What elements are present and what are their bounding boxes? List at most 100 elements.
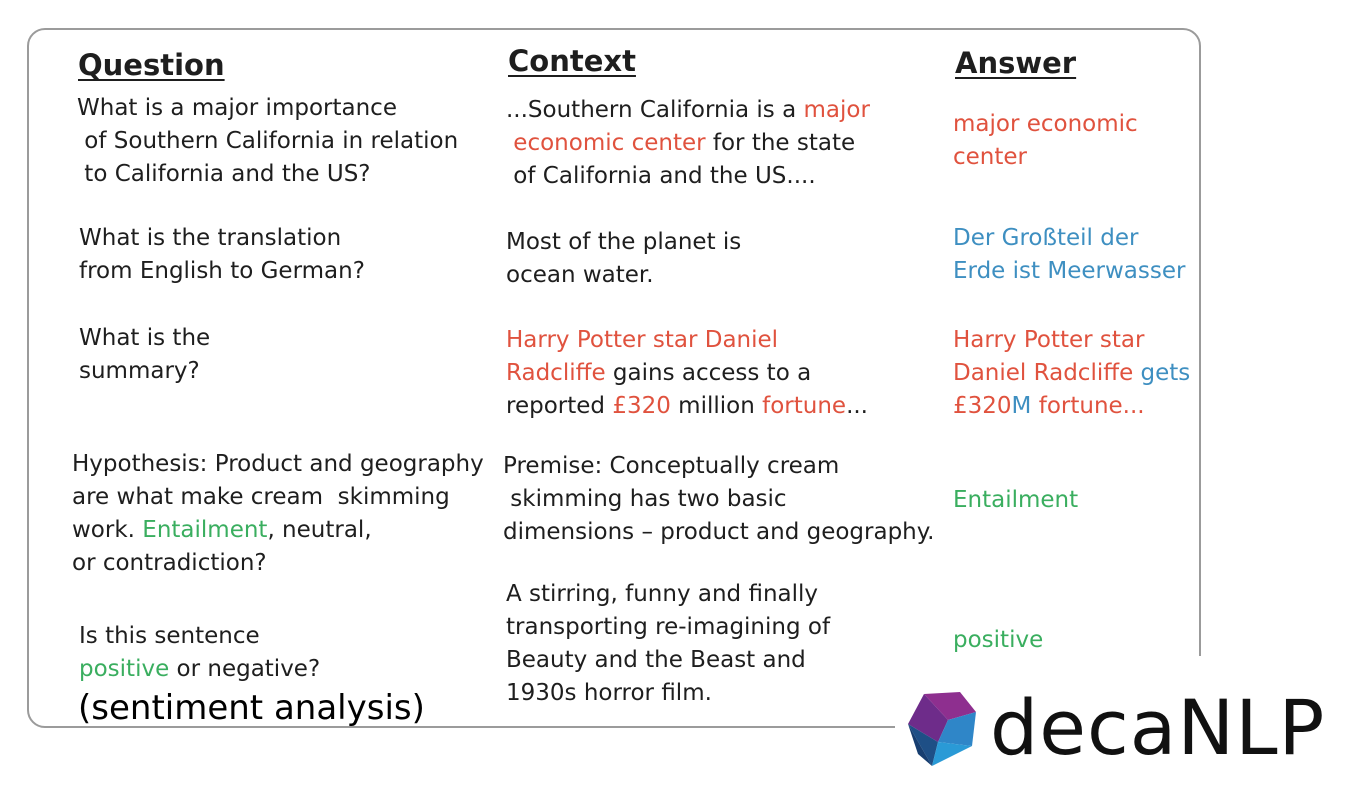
text-line: Hypothesis: Product and geography: [72, 448, 484, 481]
answer-cell: major economic center: [953, 108, 1138, 174]
text-segment: 1930s horror film.: [506, 680, 712, 706]
text-line: 1930s horror film.: [506, 677, 830, 710]
text-segment: A stirring, funny and finally: [506, 581, 819, 607]
text-line: economic center for the state: [506, 127, 870, 160]
text-line: Premise: Conceptually cream: [503, 450, 934, 483]
text-segment: £320: [612, 393, 671, 419]
text-segment: Hypothesis: Product and geography: [72, 451, 484, 477]
text-line: Harry Potter star: [953, 324, 1190, 357]
decanlp-logo-text: decaNLP: [990, 683, 1326, 772]
text-segment: Beauty and the Beast and: [506, 647, 806, 673]
text-segment: Is this sentence: [79, 623, 260, 649]
text-segment: ...: [846, 393, 868, 419]
text-segment: center: [953, 144, 1027, 170]
context-cell: Premise: Conceptually cream skimming has…: [503, 450, 934, 549]
context-cell: ...Southern California is a major econom…: [506, 94, 870, 193]
text-line: Harry Potter star Daniel: [506, 324, 868, 357]
text-segment: , neutral,: [267, 517, 372, 543]
text-line: £320M fortune...: [953, 390, 1190, 423]
text-segment: major economic: [953, 111, 1138, 137]
text-segment: Premise: Conceptually cream: [503, 453, 840, 479]
text-line: Is this sentence: [79, 620, 320, 653]
text-segment: for the state: [705, 130, 856, 156]
examples-panel: [27, 28, 1201, 728]
header-question: Question: [78, 48, 225, 82]
text-line: dimensions – product and geography.: [503, 516, 934, 549]
text-line: Erde ist Meerwasser: [953, 255, 1185, 288]
text-segment: million: [670, 393, 763, 419]
text-segment: Daniel Radcliffe: [953, 360, 1134, 386]
text-segment: Entailment: [142, 517, 268, 543]
sentiment-analysis-note: (sentiment analysis): [78, 688, 425, 728]
text-segment: positive: [79, 656, 170, 682]
text-segment: £320: [953, 393, 1012, 419]
text-segment: gets: [1133, 360, 1191, 386]
text-line: of Southern California in relation: [77, 125, 458, 158]
text-line: of California and the US....: [506, 160, 870, 193]
text-segment: What is a major importance: [77, 95, 397, 121]
answer-cell: Der Großteil der Erde ist Meerwasser: [953, 222, 1185, 288]
text-segment: are what make cream skimming: [72, 484, 450, 510]
text-line: What is the: [79, 322, 210, 355]
text-segment: Entailment: [953, 487, 1079, 513]
text-line: Radcliffe gains access to a: [506, 357, 868, 390]
header-context: Context: [508, 44, 636, 78]
text-line: Beauty and the Beast and: [506, 644, 830, 677]
context-cell: Harry Potter star Daniel Radcliffe gains …: [506, 324, 868, 423]
context-cell: Most of the planet is ocean water.: [506, 226, 741, 292]
text-line: to California and the US?: [77, 158, 458, 191]
answer-cell: Harry Potter star Daniel Radcliffe gets £3…: [953, 324, 1190, 423]
text-segment: of Southern California in relation: [77, 128, 459, 154]
text-segment: or contradiction?: [72, 550, 267, 576]
text-segment: dimensions – product and geography.: [503, 519, 935, 545]
text-segment: skimming has two basic: [503, 486, 787, 512]
text-line: A stirring, funny and finally: [506, 578, 830, 611]
text-line: are what make cream skimming: [72, 481, 484, 514]
text-segment: Erde ist Meerwasser: [953, 258, 1186, 284]
text-segment: major: [803, 97, 870, 123]
answer-cell: Entailment: [953, 484, 1078, 517]
text-line: positive: [953, 624, 1043, 657]
text-line: What is the translation: [79, 222, 365, 255]
text-segment: to California and the US?: [77, 161, 371, 187]
text-segment: What is the: [79, 325, 211, 351]
text-line: skimming has two basic: [503, 483, 934, 516]
text-line: Daniel Radcliffe gets: [953, 357, 1190, 390]
text-segment: Harry Potter star: [953, 327, 1145, 353]
text-line: transporting re-imagining of: [506, 611, 830, 644]
text-line: summary?: [79, 355, 210, 388]
text-line: ...Southern California is a major: [506, 94, 870, 127]
text-segment: Most of the planet is: [506, 229, 742, 255]
text-line: or contradiction?: [72, 547, 484, 580]
text-segment: Der Großteil der: [953, 225, 1139, 251]
text-segment: fortune...: [1031, 393, 1145, 419]
text-line: Entailment: [953, 484, 1078, 517]
text-segment: transporting re-imagining of: [506, 614, 831, 640]
text-segment: M: [1011, 393, 1032, 419]
text-line: reported £320 million fortune...: [506, 390, 868, 423]
text-segment: Radcliffe: [506, 360, 606, 386]
text-line: center: [953, 141, 1138, 174]
text-segment: of California and the US....: [506, 163, 816, 189]
text-segment: or negative?: [169, 656, 321, 682]
context-cell: A stirring, funny and finally transportin…: [506, 578, 830, 710]
text-line: work. Entailment, neutral,: [72, 514, 484, 547]
text-segment: What is the translation: [79, 225, 342, 251]
text-segment: ocean water.: [506, 262, 654, 288]
text-segment: ...Southern California is a: [506, 97, 804, 123]
text-line: from English to German?: [79, 255, 365, 288]
text-line: Der Großteil der: [953, 222, 1185, 255]
text-line: positive or negative?: [79, 653, 320, 686]
decanlp-polyhedron-icon: [908, 692, 976, 766]
text-segment: Harry Potter star Daniel: [506, 327, 779, 353]
text-segment: reported: [506, 393, 613, 419]
answer-cell: positive: [953, 624, 1043, 657]
question-cell: Hypothesis: Product and geography are wha…: [72, 448, 484, 580]
text-segment: positive: [953, 627, 1044, 653]
question-cell: What is the summary?: [79, 322, 210, 388]
text-line: Most of the planet is: [506, 226, 741, 259]
text-segment: summary?: [79, 358, 200, 384]
header-answer: Answer: [955, 46, 1077, 80]
text-segment: from English to German?: [79, 258, 365, 284]
question-cell: Is this sentence positive or negative?: [79, 620, 320, 686]
